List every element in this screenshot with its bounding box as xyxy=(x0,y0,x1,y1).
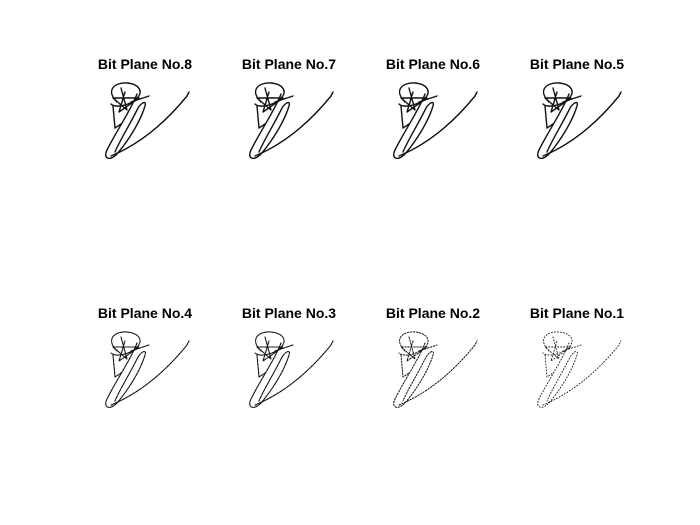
signature-stroke xyxy=(256,87,284,113)
signature-stroke xyxy=(544,354,554,378)
signature-stroke xyxy=(542,340,622,406)
signature-stroke xyxy=(418,344,438,352)
signature-stroke xyxy=(393,93,435,160)
signature-image xyxy=(249,331,334,408)
signature-stroke xyxy=(110,331,141,356)
bit-plane-panel-8: Bit Plane No.8 xyxy=(85,56,205,186)
signature-stroke xyxy=(398,340,478,406)
signature-stroke xyxy=(393,342,434,408)
signature-image xyxy=(105,82,190,160)
panel-title: Bit Plane No.5 xyxy=(529,56,625,72)
signature-stroke xyxy=(105,93,147,160)
panel-title: Bit Plane No.4 xyxy=(97,305,193,321)
signature-image xyxy=(537,331,622,408)
signature-stroke xyxy=(542,91,622,157)
signature-stroke xyxy=(254,331,285,356)
signature-image xyxy=(393,82,478,160)
bit-plane-panel-1: Bit Plane No.1 xyxy=(517,305,637,435)
panel-title: Bit Plane No.1 xyxy=(529,305,625,321)
panel-title: Bit Plane No.2 xyxy=(385,305,481,321)
signature-stroke xyxy=(249,342,290,408)
signature-stroke xyxy=(400,105,410,129)
signature-stroke xyxy=(110,340,190,406)
panel-title: Bit Plane No.3 xyxy=(241,305,337,321)
signature-stroke xyxy=(537,342,578,408)
signature-stroke xyxy=(112,354,122,378)
panel-title: Bit Plane No.8 xyxy=(97,56,193,72)
signature-stroke xyxy=(400,354,410,378)
signature-stroke xyxy=(256,354,266,378)
signature-stroke xyxy=(544,336,572,362)
signature-image xyxy=(249,82,334,160)
signature-stroke xyxy=(105,342,146,408)
bit-plane-panel-4: Bit Plane No.4 xyxy=(85,305,205,435)
signature-stroke xyxy=(544,87,572,113)
signature-stroke xyxy=(130,95,150,103)
signature-stroke xyxy=(256,336,284,362)
signature-stroke xyxy=(112,105,122,129)
signature-stroke xyxy=(398,331,429,356)
bit-plane-panel-7: Bit Plane No.7 xyxy=(229,56,349,186)
signature-stroke xyxy=(256,105,266,129)
signature-stroke xyxy=(249,93,291,160)
bit-plane-panel-6: Bit Plane No.6 xyxy=(373,56,493,186)
signature-stroke xyxy=(542,331,573,356)
signature-image xyxy=(105,331,190,408)
signature-stroke xyxy=(112,336,140,362)
panel-title: Bit Plane No.7 xyxy=(241,56,337,72)
signature-stroke xyxy=(274,95,294,103)
signature-stroke xyxy=(400,336,428,362)
signature-stroke xyxy=(274,344,294,352)
signature-stroke xyxy=(562,95,582,103)
panel-title: Bit Plane No.6 xyxy=(385,56,481,72)
signature-stroke xyxy=(544,105,554,129)
signature-image xyxy=(537,82,622,160)
signature-stroke xyxy=(110,91,190,157)
signature-stroke xyxy=(400,87,428,113)
signature-stroke xyxy=(398,91,478,157)
signature-stroke xyxy=(254,340,334,406)
bit-plane-panel-5: Bit Plane No.5 xyxy=(517,56,637,186)
bit-plane-panel-2: Bit Plane No.2 xyxy=(373,305,493,435)
signature-stroke xyxy=(537,93,579,160)
signature-image xyxy=(393,331,478,408)
signature-stroke xyxy=(418,95,438,103)
signature-stroke xyxy=(130,344,150,352)
signature-stroke xyxy=(112,87,140,113)
signature-stroke xyxy=(254,91,334,157)
bit-plane-panel-3: Bit Plane No.3 xyxy=(229,305,349,435)
signature-stroke xyxy=(562,344,582,352)
